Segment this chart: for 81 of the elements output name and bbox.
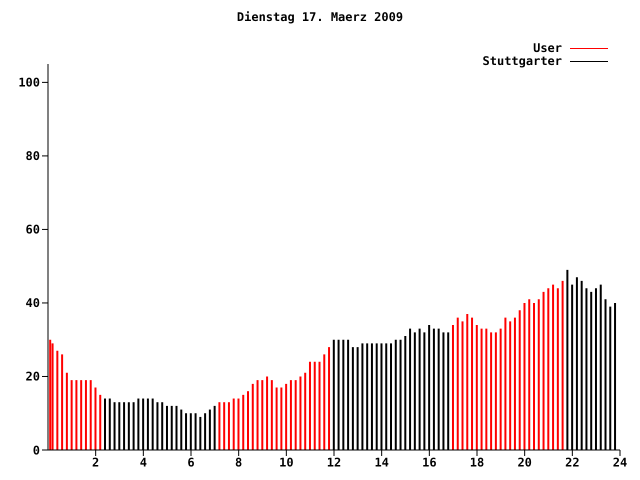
bar <box>523 302 526 450</box>
bar <box>518 310 521 450</box>
bar <box>328 347 330 450</box>
x-tick-label: 24 <box>612 456 628 470</box>
x-tick-label: 10 <box>279 456 294 470</box>
bar <box>462 321 464 450</box>
bar <box>318 362 321 450</box>
bar <box>237 398 240 450</box>
bar <box>94 388 96 450</box>
bar <box>252 384 254 450</box>
legend-label: Stuttgarter <box>482 54 562 68</box>
bar <box>494 332 497 450</box>
y-tick-label: 40 <box>26 296 40 310</box>
y-tick-label: 80 <box>26 149 40 164</box>
bar <box>232 398 235 450</box>
x-tick-label: 4 <box>140 456 147 470</box>
bar <box>476 325 478 450</box>
x-tick-label: 18 <box>470 456 484 470</box>
bar <box>299 376 302 450</box>
bar <box>314 362 316 450</box>
bar <box>261 380 264 450</box>
x-tick-label: 6 <box>187 456 195 470</box>
y-tick-label: 20 <box>26 370 40 384</box>
bar <box>256 380 259 450</box>
bar <box>66 372 68 450</box>
x-tick-label: 2 <box>92 456 100 470</box>
bar <box>294 380 297 450</box>
bar <box>490 332 492 450</box>
bar <box>533 302 536 450</box>
legend-label: User <box>533 41 562 55</box>
bar <box>456 318 459 450</box>
bar <box>49 340 52 450</box>
bar <box>471 318 474 450</box>
bar <box>270 380 273 450</box>
x-tick-label: 8 <box>235 456 242 470</box>
bar <box>514 318 516 450</box>
bar <box>56 350 58 450</box>
x-tick-label: 16 <box>422 456 437 470</box>
bar <box>75 380 78 450</box>
bar <box>500 328 502 450</box>
bar <box>228 402 230 450</box>
bar <box>528 299 530 450</box>
y-tick-label: 0 <box>32 443 40 458</box>
x-tick-label: 12 <box>326 456 342 470</box>
bar <box>556 288 559 450</box>
bar <box>452 325 454 450</box>
bar <box>90 380 92 450</box>
x-tick-label: 14 <box>374 456 389 470</box>
x-tick-label: 20 <box>517 456 532 470</box>
bar <box>84 380 87 450</box>
bar <box>308 362 311 450</box>
y-tick-label: 100 <box>18 76 40 90</box>
bar <box>218 402 220 450</box>
bar <box>61 354 64 450</box>
bar <box>562 280 564 450</box>
bar <box>99 394 102 450</box>
chart-title: Dienstag 17. Maerz 2009 <box>236 10 404 24</box>
x-tick-label: 22 <box>565 456 580 470</box>
bar <box>242 394 244 450</box>
bar <box>547 288 550 450</box>
y-tick-label: 60 <box>26 222 40 237</box>
bar <box>323 354 326 450</box>
bar <box>538 299 540 450</box>
bar <box>266 376 268 450</box>
bar <box>80 380 82 450</box>
bar <box>480 328 483 450</box>
bar <box>276 388 278 450</box>
bar <box>247 391 250 450</box>
bar <box>285 384 288 450</box>
bar <box>290 380 292 450</box>
bar <box>542 292 545 450</box>
bar <box>466 314 468 450</box>
bar <box>504 318 506 450</box>
bar <box>509 321 512 450</box>
bar <box>223 402 226 450</box>
bar <box>304 372 306 450</box>
bar <box>552 284 554 450</box>
bar <box>70 380 73 450</box>
bar <box>485 328 488 450</box>
bar <box>52 343 54 450</box>
bar <box>280 388 282 450</box>
